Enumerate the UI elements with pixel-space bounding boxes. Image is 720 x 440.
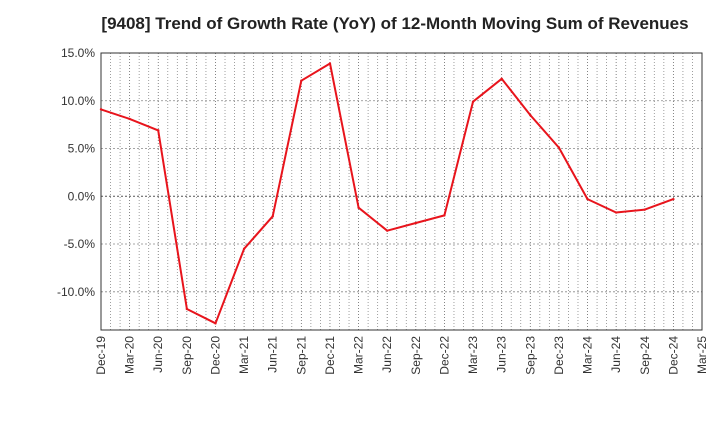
x-tick-label: Mar-25 [695, 336, 709, 374]
x-tick-label: Mar-23 [466, 336, 480, 374]
chart-title: [9408] Trend of Growth Rate (YoY) of 12-… [101, 14, 689, 33]
data-point [328, 62, 332, 65]
data-point [242, 247, 246, 251]
x-tick-label: Sep-24 [638, 336, 652, 375]
data-point [357, 206, 360, 209]
y-tick-label: 0.0% [68, 189, 96, 203]
x-tick-label: Mar-24 [581, 336, 595, 374]
data-point [500, 77, 503, 80]
x-tick-label: Sep-20 [180, 336, 194, 375]
data-point [128, 117, 131, 121]
x-tick-label: Sep-23 [523, 336, 537, 375]
data-point [614, 211, 618, 214]
data-point [300, 79, 303, 82]
data-point [643, 208, 646, 211]
x-tick-label: Dec-22 [437, 336, 451, 375]
x-tick-label: Dec-19 [94, 336, 108, 375]
y-tick-label: -10.0% [57, 285, 95, 299]
data-point [271, 215, 274, 218]
x-tick-label: Dec-23 [552, 336, 566, 375]
x-tick-label: Mar-22 [352, 336, 366, 374]
x-tick-label: Sep-22 [409, 336, 423, 375]
x-tick-label: Jun-24 [609, 336, 623, 373]
y-tick-label: -5.0% [64, 237, 96, 251]
data-point [99, 108, 103, 111]
x-tick-label: Jun-21 [266, 336, 280, 373]
x-tick-label: Dec-24 [666, 336, 680, 375]
x-tick-label: Dec-21 [323, 336, 337, 375]
data-point [214, 322, 217, 325]
y-tick-label: 10.0% [61, 94, 95, 108]
data-point [157, 129, 160, 132]
y-tick-label: 5.0% [68, 142, 96, 156]
data-point [557, 146, 561, 149]
data-point [385, 229, 389, 232]
x-tick-label: Jun-22 [380, 336, 394, 373]
x-tick-label: Dec-20 [208, 336, 222, 375]
x-tick-label: Jun-23 [495, 336, 509, 373]
x-tick-label: Mar-20 [123, 336, 137, 374]
data-point [185, 307, 189, 311]
data-point [672, 197, 675, 201]
plot-area [101, 53, 702, 330]
data-point [443, 214, 446, 217]
plot-border [100, 52, 703, 331]
x-tick-label: Jun-20 [151, 336, 165, 373]
x-tick-label: Sep-21 [294, 336, 308, 375]
data-point [529, 113, 532, 117]
data-point [414, 221, 418, 225]
data-point [586, 197, 589, 201]
x-tick-label: Mar-21 [237, 336, 251, 374]
data-point [471, 100, 475, 103]
y-tick-label: 15.0% [61, 46, 95, 60]
